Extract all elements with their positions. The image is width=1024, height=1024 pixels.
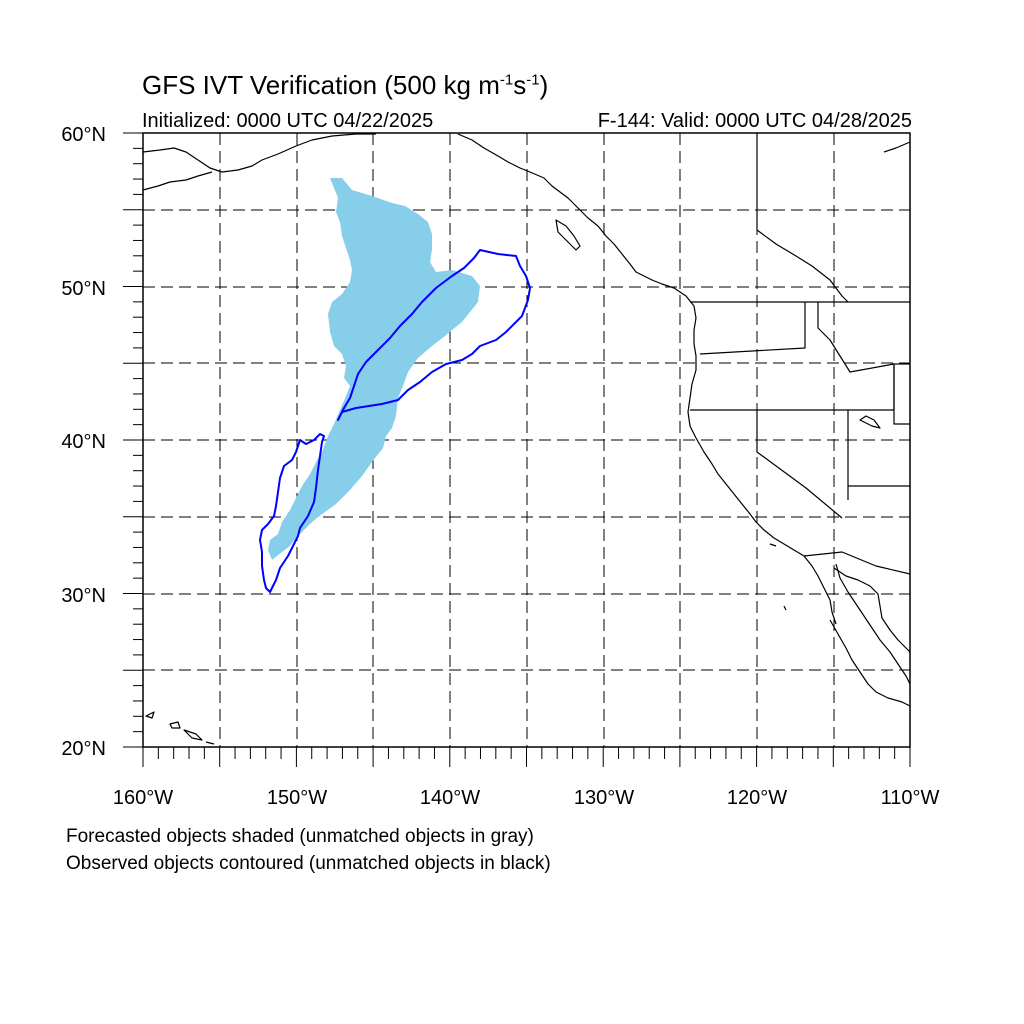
- lon-label-140w: 140°W: [420, 787, 480, 809]
- latitude-labels: 60°N 50°N 40°N 30°N 20°N: [61, 124, 106, 760]
- observed-contour-south: [259, 433, 325, 593]
- alaska-coast: [142, 133, 376, 173]
- california-mexico-border: [803, 551, 911, 575]
- lon-label-150w: 150°W: [267, 787, 327, 809]
- alberta-bc-border: [756, 133, 849, 303]
- lat-label-50: 50°N: [61, 278, 106, 300]
- chart-title: GFS IVT Verification (500 kg m-1s-1): [142, 70, 549, 100]
- footnote-forecast: Forecasted objects shaded (unmatched obj…: [66, 826, 534, 847]
- baja-coast: [835, 563, 911, 685]
- lon-label-110w: 110°W: [881, 787, 940, 809]
- idaho-border: [817, 302, 895, 410]
- coastlines: [142, 133, 911, 745]
- lat-label-20: 20°N: [61, 738, 106, 760]
- lon-label-120w: 120°W: [727, 787, 787, 809]
- footnote-observed: Observed objects contoured (unmatched ob…: [66, 853, 551, 874]
- map-gridlines: [143, 133, 910, 747]
- lat-label-60: 60°N: [61, 124, 106, 146]
- observed-ivt-contours: [259, 249, 531, 593]
- california-nevada-border: [756, 410, 843, 519]
- lat-label-40: 40°N: [61, 431, 106, 453]
- lon-label-130w: 130°W: [574, 787, 634, 809]
- valid-time-label: F-144: Valid: 0000 UTC 04/28/2025: [597, 110, 912, 132]
- lon-label-160w: 160°W: [113, 787, 173, 809]
- forecast-ivt-object: [268, 178, 480, 560]
- lat-label-30: 30°N: [61, 585, 106, 607]
- initialized-label: Initialized: 0000 UTC 04/22/2025: [142, 110, 434, 132]
- axis-ticks: [123, 132, 911, 767]
- hawaii: [145, 711, 215, 745]
- oregon-washington-border: [699, 302, 806, 355]
- longitude-labels: 160°W 150°W 140°W 130°W 120°W 110°W: [113, 787, 940, 809]
- observed-contour-north: [337, 249, 531, 421]
